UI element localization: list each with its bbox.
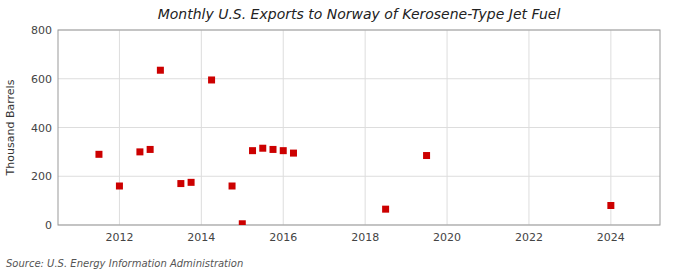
point (382, 206, 389, 213)
y-tick-label: 0 (45, 219, 52, 232)
y-tick-label: 800 (31, 24, 52, 37)
points (95, 67, 614, 225)
point (177, 180, 184, 187)
point (136, 148, 143, 155)
point (208, 76, 215, 83)
x-grid-line (528, 30, 529, 225)
plot-frame (58, 30, 660, 225)
x-tick-label: 2016 (269, 231, 297, 244)
y-tick-label: 400 (31, 122, 52, 135)
point (95, 151, 102, 158)
point (147, 146, 154, 153)
title: Monthly U.S. Exports to Norway of Kerose… (158, 6, 561, 22)
x-tick-label: 2012 (105, 231, 133, 244)
x-grid-line (447, 30, 448, 225)
x-tick-label: 2020 (433, 231, 461, 244)
x-grid-line (365, 30, 366, 225)
chart: 0 200 400 600 800 2012 2014 2016 2018 2020 2022 202… (0, 0, 675, 275)
point (157, 67, 164, 74)
point (280, 147, 287, 154)
x-grid-line (610, 30, 611, 225)
y-grid-line (58, 78, 660, 79)
plot-background (58, 30, 660, 225)
y-grid-line (58, 127, 660, 128)
point (290, 150, 297, 157)
x-tick-label: 2018 (351, 231, 379, 244)
x-grid-line (283, 30, 284, 225)
y-grid-line (58, 176, 660, 177)
point (423, 152, 430, 159)
chart-container: 0 200 400 600 800 2012 2014 2016 2018 2020 2022 202… (0, 0, 675, 275)
y-tick-label: 200 (31, 170, 52, 183)
x-tick-label: 2014 (187, 231, 215, 244)
point (229, 183, 236, 190)
y-tick-label: 600 (31, 73, 52, 86)
point (270, 146, 277, 153)
point (116, 183, 123, 190)
y-axis-label: Thousand Barrels (4, 79, 17, 176)
point (239, 220, 246, 225)
point (249, 147, 256, 154)
x-grid-line (119, 30, 120, 225)
x-tick-label: 2024 (597, 231, 625, 244)
x-grid-line (201, 30, 202, 225)
point (259, 145, 266, 152)
x-tick-label: 2022 (515, 231, 543, 244)
annotation: Source: U.S. Energy Information Administ… (6, 258, 243, 269)
point (607, 202, 614, 209)
point (188, 179, 195, 186)
